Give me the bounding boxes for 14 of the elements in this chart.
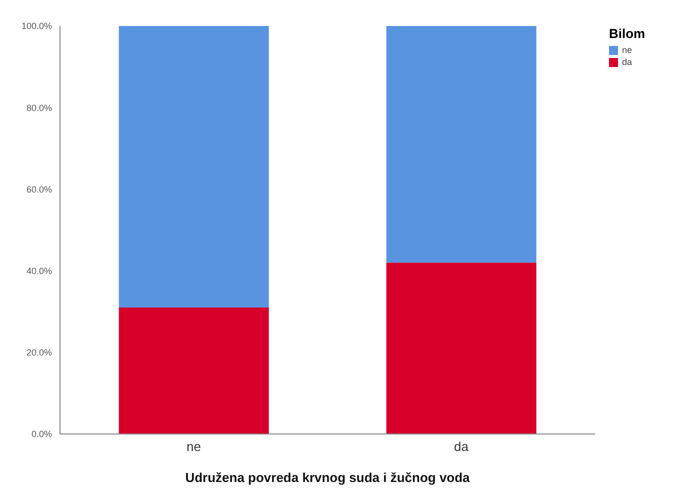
bar [118, 26, 269, 308]
y-tick-label: 80.0% [26, 102, 52, 113]
y-tick-label: 0.0% [31, 429, 52, 440]
y-tick-label: 20.0% [26, 348, 52, 358]
y-tick-label: 60.0% [26, 184, 52, 194]
y-tick-label: 100.0% [21, 21, 52, 32]
bar [386, 262, 536, 434]
x-axis-title: Udružena povreda krvnog suda i žučnog voda [185, 470, 471, 485]
legend-label: da [621, 57, 634, 67]
legend-label: ne [621, 45, 634, 55]
bar [386, 26, 536, 263]
bar [118, 308, 269, 434]
legend-title: Bilom [609, 26, 646, 41]
y-tick-label: 40.0% [26, 266, 52, 276]
